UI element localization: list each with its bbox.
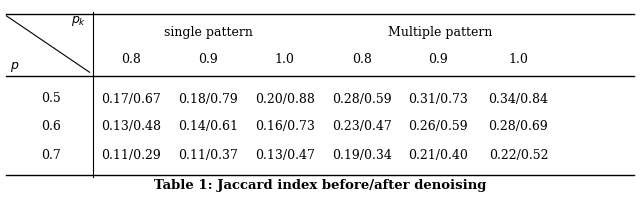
Text: 1.0: 1.0 — [275, 53, 295, 66]
Text: 0.34/0.84: 0.34/0.84 — [488, 92, 548, 106]
Text: 0.28/0.69: 0.28/0.69 — [488, 120, 548, 133]
Text: 0.11/0.37: 0.11/0.37 — [178, 149, 238, 162]
Text: 0.6: 0.6 — [41, 120, 61, 133]
Text: $p_k$: $p_k$ — [71, 14, 86, 28]
Text: 0.14/0.61: 0.14/0.61 — [178, 120, 238, 133]
Text: Table 1: Jaccard index before/after denoising: Table 1: Jaccard index before/after deno… — [154, 179, 486, 192]
Text: Multiple pattern: Multiple pattern — [388, 26, 492, 39]
Text: single pattern: single pattern — [164, 26, 252, 39]
Text: 0.9: 0.9 — [198, 53, 218, 66]
Text: 0.28/0.59: 0.28/0.59 — [332, 92, 392, 106]
Text: 0.21/0.40: 0.21/0.40 — [408, 149, 468, 162]
Text: 0.26/0.59: 0.26/0.59 — [408, 120, 468, 133]
Text: 0.22/0.52: 0.22/0.52 — [489, 149, 548, 162]
Text: 0.9: 0.9 — [429, 53, 448, 66]
Text: 0.31/0.73: 0.31/0.73 — [408, 92, 468, 106]
Text: 1.0: 1.0 — [508, 53, 529, 66]
Text: 0.5: 0.5 — [42, 92, 61, 106]
Text: 0.8: 0.8 — [121, 53, 141, 66]
Text: 0.17/0.67: 0.17/0.67 — [101, 92, 161, 106]
Text: 0.20/0.88: 0.20/0.88 — [255, 92, 315, 106]
Text: 0.19/0.34: 0.19/0.34 — [332, 149, 392, 162]
Text: 0.13/0.48: 0.13/0.48 — [101, 120, 161, 133]
Text: 0.13/0.47: 0.13/0.47 — [255, 149, 315, 162]
Text: 0.23/0.47: 0.23/0.47 — [332, 120, 392, 133]
Text: 0.8: 0.8 — [351, 53, 372, 66]
Text: 0.11/0.29: 0.11/0.29 — [101, 149, 161, 162]
Text: $p$: $p$ — [10, 60, 19, 74]
Text: 0.16/0.73: 0.16/0.73 — [255, 120, 315, 133]
Text: 0.18/0.79: 0.18/0.79 — [178, 92, 238, 106]
Text: 0.7: 0.7 — [42, 149, 61, 162]
